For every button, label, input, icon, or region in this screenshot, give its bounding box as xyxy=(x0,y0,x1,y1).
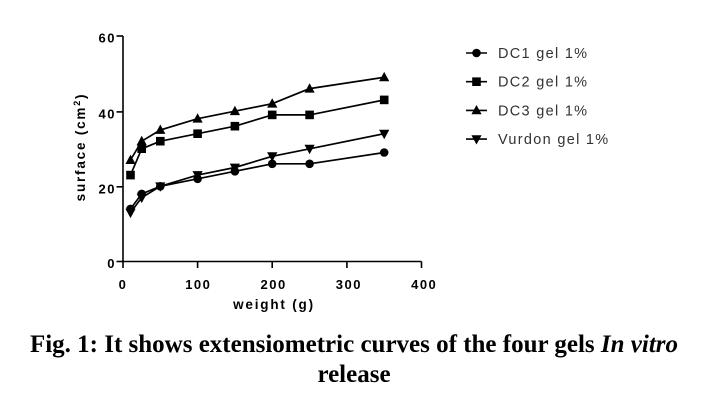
svg-text:0: 0 xyxy=(107,256,116,271)
svg-text:Vurdon gel 1%: Vurdon gel 1% xyxy=(498,132,609,148)
svg-text:60: 60 xyxy=(99,31,116,46)
svg-text:40: 40 xyxy=(99,106,116,121)
svg-text:200: 200 xyxy=(260,277,286,292)
svg-text:DC3 gel 1%: DC3 gel 1% xyxy=(498,103,588,119)
svg-text:weight (g): weight (g) xyxy=(232,297,315,312)
svg-text:400: 400 xyxy=(411,277,437,292)
svg-text:20: 20 xyxy=(99,181,116,196)
svg-text:300: 300 xyxy=(336,277,362,292)
svg-text:surface (cm2): surface (cm2) xyxy=(72,93,88,202)
svg-text:DC1 gel 1%: DC1 gel 1% xyxy=(498,46,588,62)
svg-text:DC2 gel 1%: DC2 gel 1% xyxy=(498,75,588,91)
svg-text:100: 100 xyxy=(185,277,211,292)
svg-text:0: 0 xyxy=(119,277,128,292)
